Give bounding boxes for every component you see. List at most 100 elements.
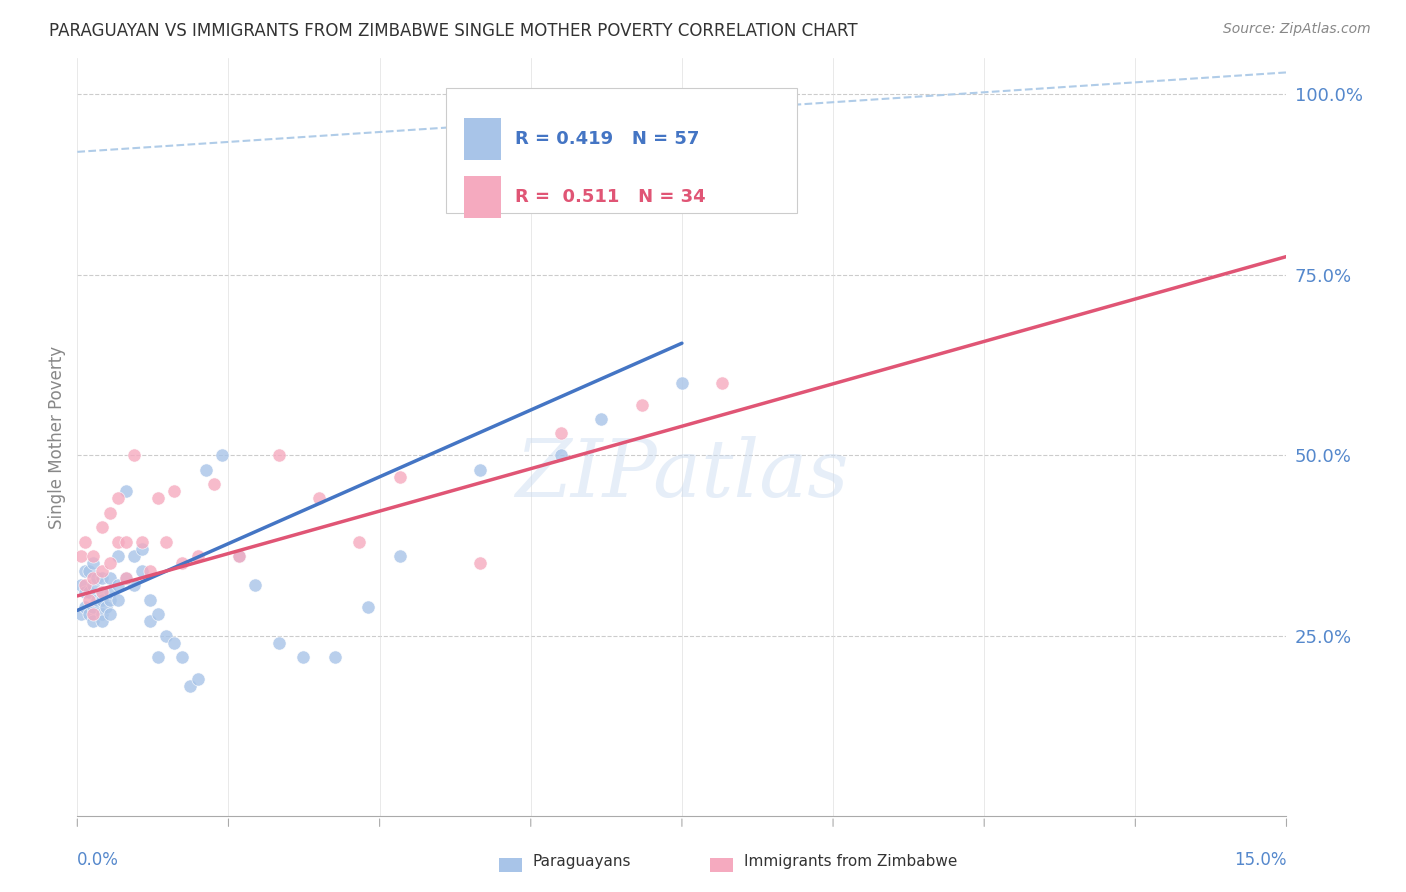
Point <box>267 636 290 650</box>
Point <box>711 376 734 390</box>
Point <box>107 534 129 549</box>
Point <box>114 571 136 585</box>
Point <box>98 592 121 607</box>
Point <box>90 520 112 534</box>
Point <box>187 672 209 686</box>
Point <box>711 137 734 152</box>
Point <box>202 477 225 491</box>
Point <box>470 462 492 476</box>
Point <box>139 592 162 607</box>
Point <box>550 426 572 441</box>
Point <box>163 636 186 650</box>
Point <box>107 578 129 592</box>
Point <box>630 398 652 412</box>
Point <box>90 571 112 585</box>
Point <box>228 549 250 564</box>
Text: R =  0.511   N = 34: R = 0.511 N = 34 <box>515 187 706 206</box>
Point <box>122 578 145 592</box>
Point <box>139 614 162 628</box>
Point <box>90 614 112 628</box>
FancyBboxPatch shape <box>446 88 797 213</box>
Text: ZIPatlas: ZIPatlas <box>515 436 849 514</box>
Point <box>228 549 250 564</box>
Point <box>267 448 290 462</box>
Point <box>75 564 97 578</box>
Point <box>131 534 153 549</box>
Point <box>90 585 112 599</box>
Point <box>107 592 129 607</box>
Point <box>114 534 136 549</box>
Point <box>146 491 169 506</box>
Point <box>90 607 112 621</box>
Point <box>671 145 693 159</box>
Point <box>79 564 101 578</box>
Point <box>107 491 129 506</box>
Point <box>131 541 153 556</box>
Point <box>591 412 613 426</box>
Point <box>146 650 169 665</box>
Bar <box>464 176 501 218</box>
Point <box>388 470 411 484</box>
Point <box>75 578 97 592</box>
Point <box>550 448 572 462</box>
Point <box>122 448 145 462</box>
Point <box>671 376 693 390</box>
Point <box>82 607 104 621</box>
Point <box>79 592 101 607</box>
Point <box>292 650 315 665</box>
Point <box>86 571 108 585</box>
Text: Immigrants from Zimbabwe: Immigrants from Zimbabwe <box>744 854 957 869</box>
Point <box>75 585 97 599</box>
Point <box>146 607 169 621</box>
Point <box>82 557 104 571</box>
Point <box>82 549 104 564</box>
Point <box>155 629 177 643</box>
Text: Source: ZipAtlas.com: Source: ZipAtlas.com <box>1223 22 1371 37</box>
Point <box>139 564 162 578</box>
Point <box>82 571 104 585</box>
Point <box>90 592 112 607</box>
Point <box>114 484 136 499</box>
Point <box>98 506 121 520</box>
Point <box>90 564 112 578</box>
Point <box>70 607 93 621</box>
Point <box>75 534 97 549</box>
Point <box>172 650 194 665</box>
Text: Paraguayans: Paraguayans <box>533 854 631 869</box>
Point <box>211 448 233 462</box>
Point <box>82 578 104 592</box>
Point <box>308 491 330 506</box>
Point <box>70 578 93 592</box>
Text: R = 0.419   N = 57: R = 0.419 N = 57 <box>515 130 699 148</box>
Point <box>98 557 121 571</box>
Point <box>195 462 218 476</box>
Point <box>75 599 97 614</box>
Point <box>90 585 112 599</box>
Point <box>79 607 101 621</box>
Point <box>114 571 136 585</box>
Point <box>356 599 378 614</box>
Y-axis label: Single Mother Poverty: Single Mother Poverty <box>48 345 66 529</box>
Point <box>94 599 117 614</box>
Point <box>163 484 186 499</box>
Text: PARAGUAYAN VS IMMIGRANTS FROM ZIMBABWE SINGLE MOTHER POVERTY CORRELATION CHART: PARAGUAYAN VS IMMIGRANTS FROM ZIMBABWE S… <box>49 22 858 40</box>
Bar <box>464 119 501 160</box>
Point <box>349 534 371 549</box>
Point <box>70 549 93 564</box>
Point <box>155 534 177 549</box>
Point <box>86 592 108 607</box>
Point <box>98 571 121 585</box>
Point <box>98 585 121 599</box>
Point <box>122 549 145 564</box>
Point <box>172 557 194 571</box>
Point <box>131 564 153 578</box>
Point <box>107 549 129 564</box>
Text: 0.0%: 0.0% <box>77 851 120 869</box>
Point <box>82 599 104 614</box>
Point <box>388 549 411 564</box>
Point <box>470 557 492 571</box>
Point <box>82 614 104 628</box>
Text: 15.0%: 15.0% <box>1234 851 1286 869</box>
Point <box>187 549 209 564</box>
Point <box>243 578 266 592</box>
